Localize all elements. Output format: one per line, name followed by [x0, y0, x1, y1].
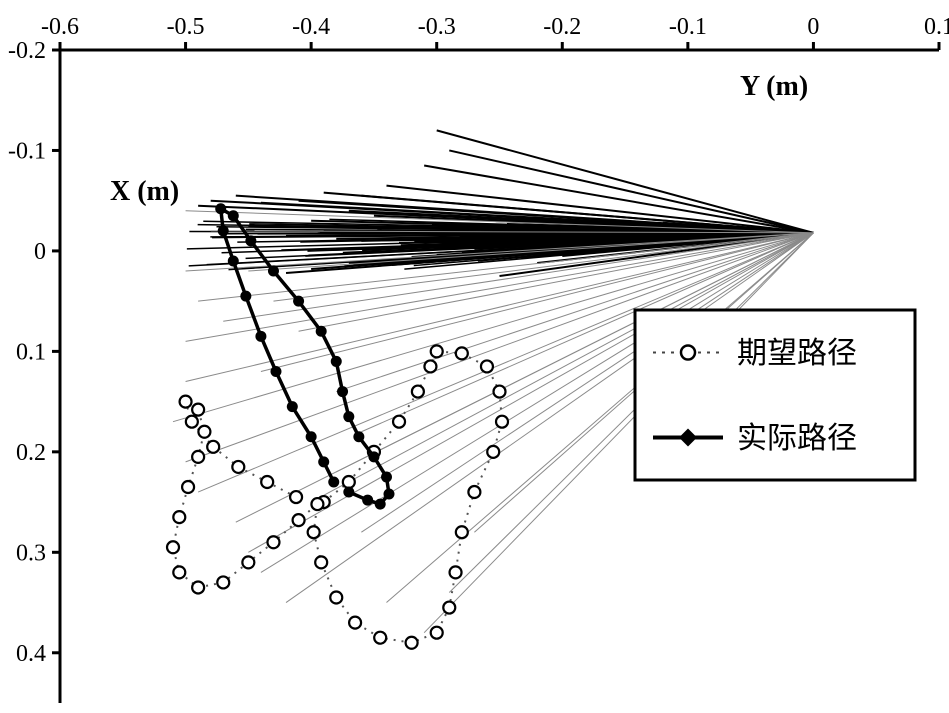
desired-path-marker [217, 576, 229, 588]
desired-path-marker [424, 360, 436, 372]
desired-path-marker [406, 637, 418, 649]
actual-path-marker [240, 291, 251, 302]
desired-path-marker [308, 526, 320, 538]
actual-path-marker [228, 255, 239, 266]
ytick-label: -0.1 [8, 138, 46, 164]
actual-path-marker [316, 326, 327, 337]
desired-path-marker [330, 592, 342, 604]
desired-path-marker [431, 627, 443, 639]
desired-path-marker [261, 476, 273, 488]
actual-path-marker [218, 225, 229, 236]
desired-path-marker [173, 511, 185, 523]
legend-swatch-marker [681, 346, 695, 360]
xtick-label: -0.3 [418, 14, 456, 40]
desired-path-marker [180, 396, 192, 408]
y-axis-label: X (m) [110, 176, 179, 207]
desired-path-marker [207, 441, 219, 453]
desired-path-marker [487, 446, 499, 458]
desired-path-marker [456, 347, 468, 359]
desired-path-marker [182, 481, 194, 493]
desired-path-marker [374, 632, 386, 644]
ytick-label: 0.3 [16, 540, 46, 566]
ytick-label: 0.4 [16, 641, 46, 667]
xtick-label: -0.5 [167, 14, 205, 40]
ytick-label: -0.2 [8, 38, 46, 64]
xtick-label: -0.2 [543, 14, 581, 40]
ytick-label: 0 [34, 239, 46, 265]
desired-path-marker [198, 426, 210, 438]
actual-path-marker [215, 203, 226, 214]
desired-path-marker [242, 556, 254, 568]
xtick-label: 0.1 [924, 14, 949, 40]
actual-path-marker [353, 431, 364, 442]
chart-svg: -0.6 -0.5 -0.4 -0.3 -0.2 -0.1 0 0.1 -0.2 -0.1 0 0.1… [0, 0, 949, 713]
ytick-label: 0.2 [16, 440, 46, 466]
actual-path-marker [337, 386, 348, 397]
desired-path-marker [311, 498, 323, 510]
actual-path-marker [383, 489, 394, 500]
desired-path-marker [267, 536, 279, 548]
desired-path-marker [173, 566, 185, 578]
desired-path-marker [496, 416, 508, 428]
desired-path-marker [450, 566, 462, 578]
desired-path-marker [431, 345, 443, 357]
desired-path-marker [494, 386, 506, 398]
xtick-label: 0 [807, 14, 819, 40]
desired-path-marker [456, 526, 468, 538]
actual-path-marker [245, 235, 256, 246]
actual-path-marker [343, 411, 354, 422]
desired-path-marker [192, 451, 204, 463]
actual-path-marker [228, 210, 239, 221]
actual-path-marker [362, 495, 373, 506]
desired-path-marker [393, 416, 405, 428]
actual-path-marker [368, 451, 379, 462]
desired-path-marker [232, 461, 244, 473]
x-axis-label: Y (m) [740, 71, 808, 102]
actual-path-marker [270, 366, 281, 377]
actual-path-marker [255, 331, 266, 342]
desired-path-marker [167, 541, 179, 553]
desired-path-marker [443, 602, 455, 614]
legend-label: 实际路径 [737, 422, 857, 455]
desired-path-marker [186, 416, 198, 428]
actual-path-marker [328, 476, 339, 487]
desired-path-marker [290, 491, 302, 503]
xtick-label: -0.1 [669, 14, 707, 40]
actual-path-marker [318, 456, 329, 467]
desired-path-marker [315, 556, 327, 568]
desired-path-marker [293, 514, 305, 526]
ytick-label: 0.1 [16, 339, 46, 365]
desired-path-marker [343, 476, 355, 488]
xtick-label: -0.4 [292, 14, 330, 40]
desired-path-marker [192, 581, 204, 593]
actual-path-marker [375, 499, 386, 510]
actual-path-marker [306, 431, 317, 442]
xtick-label: -0.6 [41, 14, 79, 40]
desired-path-marker [349, 617, 361, 629]
actual-path-marker [331, 356, 342, 367]
actual-path-marker [381, 471, 392, 482]
desired-path-marker [481, 360, 493, 372]
actual-path-marker [293, 296, 304, 307]
desired-path-marker [468, 486, 480, 498]
actual-path-marker [287, 401, 298, 412]
desired-path-marker [192, 404, 204, 416]
actual-path-marker [343, 487, 354, 498]
actual-path-marker [268, 266, 279, 277]
chart-container: -0.6 -0.5 -0.4 -0.3 -0.2 -0.1 0 0.1 -0.2 -0.1 0 0.1… [0, 0, 949, 713]
legend-label: 期望路径 [737, 337, 857, 370]
desired-path-marker [412, 386, 424, 398]
